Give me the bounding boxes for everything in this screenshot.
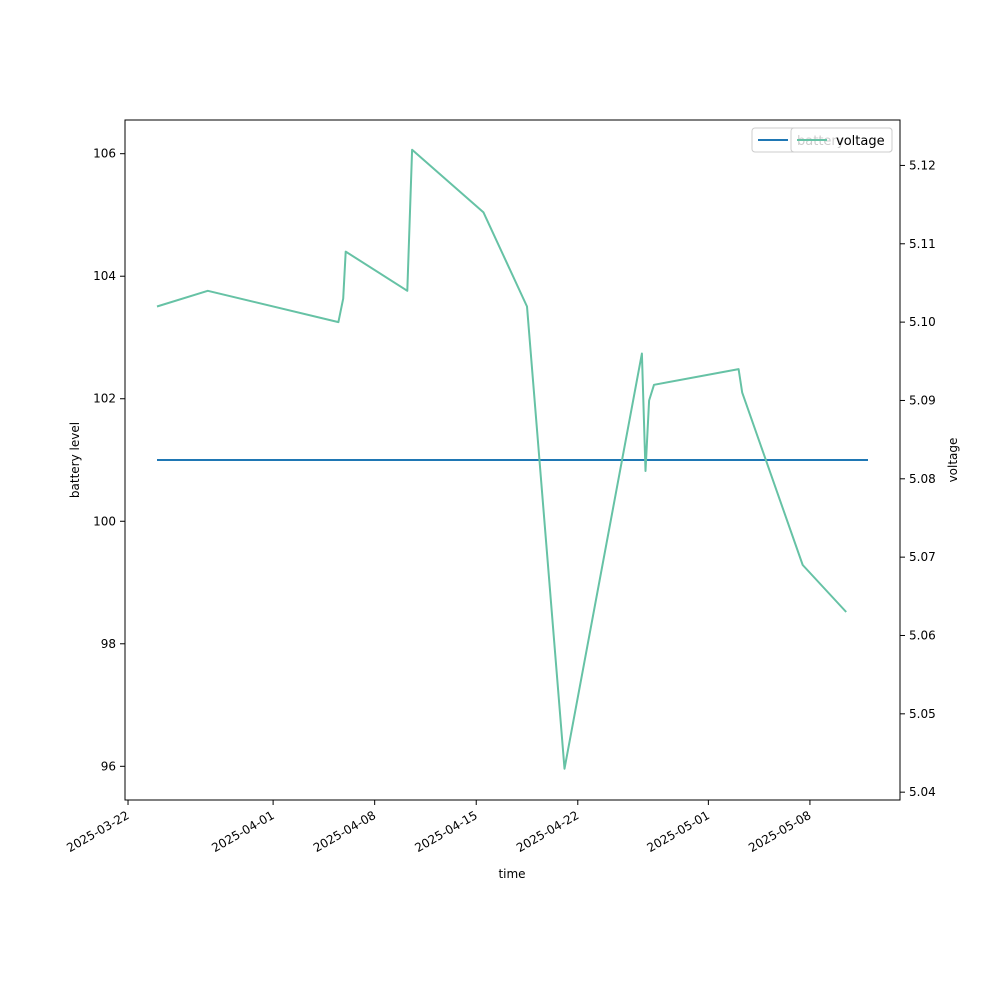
y-right-tick-label: 5.08	[909, 472, 936, 486]
y-axis-left-title: battery level	[68, 422, 82, 498]
y-left-tick-label: 100	[93, 514, 116, 528]
y-right-tick-label: 5.11	[909, 237, 936, 251]
y-right-tick-label: 5.06	[909, 628, 936, 642]
x-axis-title: time	[498, 867, 525, 881]
y-left-tick-label: 102	[93, 392, 116, 406]
y-axis-right: 5.04 5.05 5.06 5.07 5.08 5.09 5.10 5.11 5.12	[900, 158, 936, 799]
y-axis-right-title: voltage	[946, 438, 960, 483]
legend-voltage-box	[790, 127, 893, 153]
y-left-tick-label: 96	[101, 759, 116, 773]
y-right-tick-label: 5.07	[909, 550, 936, 564]
y-right-tick-label: 5.10	[909, 315, 936, 329]
legend-voltage: voltage	[790, 127, 893, 153]
y-left-tick-label: 106	[93, 147, 116, 161]
series-layer	[156, 148, 868, 770]
legend-voltage-label: voltage	[836, 134, 885, 149]
y-right-tick-label: 5.09	[909, 393, 936, 407]
y-left-tick-label: 98	[101, 637, 116, 651]
y-right-tick-label: 5.04	[909, 785, 936, 799]
plot-frame	[124, 119, 901, 801]
y-axis-left: 96 98 100 102 104 106	[93, 147, 125, 773]
y-right-tick-label: 5.12	[909, 158, 936, 172]
series-line-voltage	[156, 148, 847, 770]
y-left-tick-label: 104	[93, 269, 116, 283]
y-right-tick-label: 5.05	[909, 707, 936, 721]
